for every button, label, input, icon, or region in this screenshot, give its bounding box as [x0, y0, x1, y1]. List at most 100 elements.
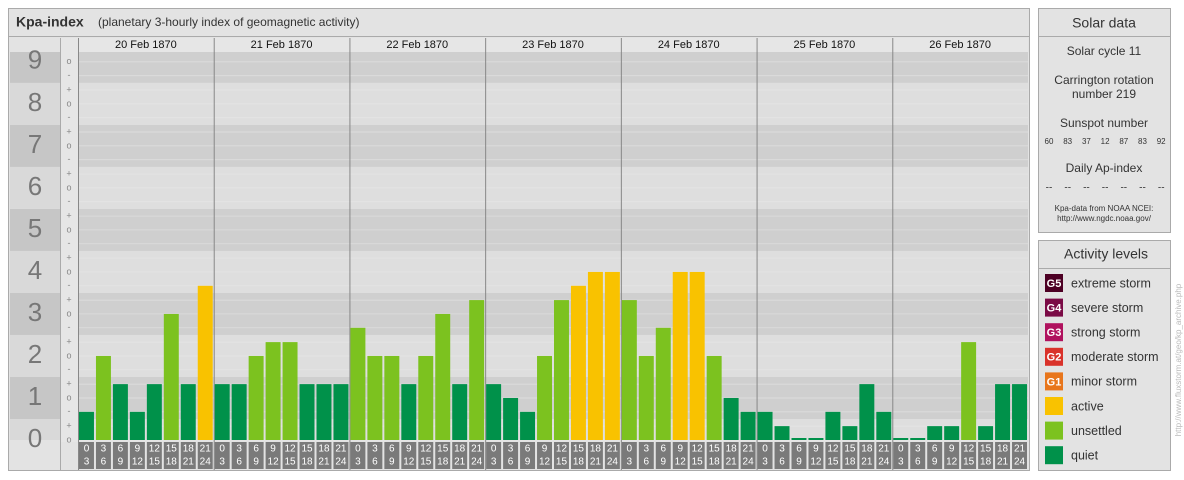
time-slot-start: 15 — [573, 444, 585, 455]
time-slot-end: 24 — [607, 457, 619, 468]
time-slot-box — [927, 442, 943, 469]
y-tick-label: 5 — [28, 213, 42, 243]
y-minor-label: o — [66, 140, 71, 150]
time-slot-start: 0 — [219, 444, 225, 455]
time-slot-end: 24 — [335, 457, 347, 468]
ap-value: -- — [1139, 183, 1146, 194]
time-slot-start: 9 — [813, 444, 819, 455]
time-slot-box — [706, 442, 722, 469]
time-slot-start: 12 — [420, 444, 432, 455]
time-slot-end: 6 — [372, 457, 378, 468]
bar — [248, 355, 264, 440]
bar — [910, 438, 926, 440]
y-tick-label: 4 — [28, 255, 42, 285]
time-slot-end: 24 — [1014, 457, 1026, 468]
time-slot-end: 18 — [437, 457, 449, 468]
time-slot-box — [570, 442, 586, 469]
time-slot-box — [893, 442, 909, 469]
time-slot-box — [112, 442, 128, 469]
time-slot-start: 21 — [878, 444, 890, 455]
time-slot-start: 15 — [980, 444, 992, 455]
time-slot-start: 3 — [915, 444, 921, 455]
solar-cycle: Solar cycle 11 — [1067, 44, 1142, 58]
source-note: http://www.ngdc.noaa.gov/ — [1057, 214, 1152, 223]
bar — [570, 285, 586, 440]
digit-band — [10, 250, 60, 293]
legend-label: strong storm — [1071, 325, 1140, 339]
legend-badge: G2 — [1047, 352, 1062, 364]
time-slot-box — [554, 442, 569, 469]
time-slot-box — [197, 442, 213, 469]
y-minor-label: o — [66, 224, 71, 234]
time-slot-box — [672, 442, 688, 469]
sunspot-number: 83 — [1138, 137, 1147, 146]
bar — [1012, 384, 1027, 440]
time-slot-box — [265, 442, 281, 469]
legend-swatch — [1045, 397, 1063, 415]
chart-title: Kpa-index — [16, 14, 84, 30]
time-slot-end: 21 — [183, 457, 195, 468]
time-slot-end: 3 — [84, 457, 90, 468]
time-slot-box — [689, 442, 705, 469]
time-slot-box — [520, 442, 536, 469]
legend-label: extreme storm — [1071, 276, 1151, 290]
time-slot-box — [825, 442, 841, 469]
time-slot-start: 0 — [627, 444, 633, 455]
time-slot-end: 18 — [980, 457, 992, 468]
time-slot-start: 6 — [932, 444, 938, 455]
time-slot-box — [944, 442, 960, 469]
bar — [876, 411, 892, 440]
y-minor-label: - — [68, 238, 71, 248]
time-slot-box — [723, 442, 739, 469]
y-minor-label: + — [66, 84, 71, 94]
y-tick-label: 2 — [28, 339, 42, 369]
time-slot-box — [316, 442, 332, 469]
bar — [452, 384, 468, 440]
time-slot-start: 9 — [135, 444, 141, 455]
time-slot-start: 18 — [726, 444, 738, 455]
bar — [146, 384, 162, 440]
bar — [265, 342, 281, 440]
legend-label: severe storm — [1071, 301, 1143, 315]
time-slot-end: 6 — [101, 457, 107, 468]
bar — [333, 384, 349, 440]
time-slot-box — [774, 442, 790, 469]
digit-band — [10, 52, 60, 83]
time-slot-start: 6 — [525, 444, 531, 455]
time-slot-end: 6 — [508, 457, 514, 468]
time-slot-end: 12 — [268, 457, 280, 468]
solar-title: Solar data — [1072, 15, 1136, 31]
y-minor-label: o — [66, 56, 71, 66]
time-slot-end: 21 — [454, 457, 466, 468]
bar — [231, 384, 247, 440]
time-slot-box — [757, 442, 773, 469]
y-minor-label: + — [66, 378, 71, 388]
legend-badge: G3 — [1047, 327, 1062, 339]
y-tick-label: 3 — [28, 297, 42, 327]
digit-band — [10, 376, 60, 419]
time-slot-end: 9 — [660, 457, 666, 468]
time-slot-start: 21 — [743, 444, 755, 455]
time-slot-end: 12 — [675, 457, 687, 468]
level-band — [78, 418, 1028, 440]
time-slot-box — [978, 442, 994, 469]
legend-swatch — [1045, 421, 1063, 440]
time-slot-start: 3 — [779, 444, 785, 455]
time-slot-start: 6 — [118, 444, 124, 455]
time-slot-end: 15 — [963, 457, 975, 468]
bar — [995, 384, 1011, 440]
bar — [978, 426, 994, 440]
time-slot-end: 21 — [318, 457, 330, 468]
time-slot-start: 3 — [372, 444, 378, 455]
ap-title: Daily Ap-index — [1066, 161, 1143, 175]
time-slot-end: 21 — [726, 457, 738, 468]
legend-swatch — [1045, 446, 1063, 465]
time-slot-start: 18 — [590, 444, 602, 455]
day-label: 23 Feb 1870 — [522, 39, 584, 51]
time-slot-end: 18 — [573, 457, 585, 468]
time-slot-start: 15 — [437, 444, 449, 455]
time-slot-start: 0 — [491, 444, 497, 455]
y-minor-label: - — [68, 70, 71, 80]
time-slot-box — [248, 442, 264, 469]
bar — [180, 384, 196, 440]
